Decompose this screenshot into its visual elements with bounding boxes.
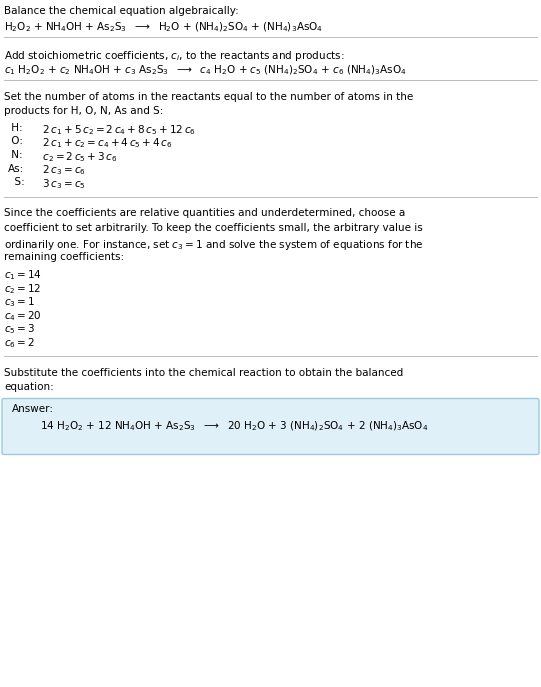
Text: remaining coefficients:: remaining coefficients: bbox=[4, 252, 124, 262]
Text: $c_1 = 14$: $c_1 = 14$ bbox=[4, 269, 42, 282]
Text: N:: N: bbox=[8, 150, 23, 160]
Text: Balance the chemical equation algebraically:: Balance the chemical equation algebraica… bbox=[4, 6, 239, 16]
Text: equation:: equation: bbox=[4, 382, 54, 392]
Text: $c_2 = 12$: $c_2 = 12$ bbox=[4, 282, 42, 296]
Text: Set the number of atoms in the reactants equal to the number of atoms in the: Set the number of atoms in the reactants… bbox=[4, 92, 413, 102]
Text: H$_2$O$_2$ + NH$_4$OH + As$_2$S$_3$  $\longrightarrow$  H$_2$O + (NH$_4$)$_2$SO$: H$_2$O$_2$ + NH$_4$OH + As$_2$S$_3$ $\lo… bbox=[4, 21, 323, 34]
Text: ordinarily one. For instance, set $c_3 = 1$ and solve the system of equations fo: ordinarily one. For instance, set $c_3 =… bbox=[4, 238, 424, 251]
Text: coefficient to set arbitrarily. To keep the coefficients small, the arbitrary va: coefficient to set arbitrarily. To keep … bbox=[4, 223, 423, 233]
Text: Answer:: Answer: bbox=[12, 405, 54, 414]
Text: S:: S: bbox=[8, 177, 25, 187]
Text: $c_1$ H$_2$O$_2$ + $c_2$ NH$_4$OH + $c_3$ As$_2$S$_3$  $\longrightarrow$  $c_4$ : $c_1$ H$_2$O$_2$ + $c_2$ NH$_4$OH + $c_3… bbox=[4, 63, 406, 77]
Text: As:: As: bbox=[8, 164, 24, 174]
Text: $2\,c_3 = c_6$: $2\,c_3 = c_6$ bbox=[36, 164, 86, 177]
Text: products for H, O, N, As and S:: products for H, O, N, As and S: bbox=[4, 106, 163, 117]
Text: $3\,c_3 = c_5$: $3\,c_3 = c_5$ bbox=[36, 177, 86, 191]
Text: $c_4 = 20$: $c_4 = 20$ bbox=[4, 309, 42, 323]
Text: $2\,c_1 + 5\,c_2 = 2\,c_4 + 8\,c_5 + 12\,c_6$: $2\,c_1 + 5\,c_2 = 2\,c_4 + 8\,c_5 + 12\… bbox=[36, 123, 196, 137]
Text: Since the coefficients are relative quantities and underdetermined, choose a: Since the coefficients are relative quan… bbox=[4, 208, 405, 218]
Text: $c_6 = 2$: $c_6 = 2$ bbox=[4, 336, 35, 350]
Text: $2\,c_1 + c_2 = c_4 + 4\,c_5 + 4\,c_6$: $2\,c_1 + c_2 = c_4 + 4\,c_5 + 4\,c_6$ bbox=[36, 137, 173, 150]
Text: O:: O: bbox=[8, 137, 23, 146]
Text: $c_2 = 2\,c_5 + 3\,c_6$: $c_2 = 2\,c_5 + 3\,c_6$ bbox=[36, 150, 118, 164]
Text: $c_3 = 1$: $c_3 = 1$ bbox=[4, 295, 35, 309]
FancyBboxPatch shape bbox=[2, 398, 539, 455]
Text: H:: H: bbox=[8, 123, 23, 133]
Text: Substitute the coefficients into the chemical reaction to obtain the balanced: Substitute the coefficients into the che… bbox=[4, 368, 403, 377]
Text: $c_5 = 3$: $c_5 = 3$ bbox=[4, 322, 35, 337]
Text: Add stoichiometric coefficients, $c_i$, to the reactants and products:: Add stoichiometric coefficients, $c_i$, … bbox=[4, 49, 345, 63]
Text: 14 H$_2$O$_2$ + 12 NH$_4$OH + As$_2$S$_3$  $\longrightarrow$  20 H$_2$O + 3 (NH$: 14 H$_2$O$_2$ + 12 NH$_4$OH + As$_2$S$_3… bbox=[40, 419, 428, 433]
